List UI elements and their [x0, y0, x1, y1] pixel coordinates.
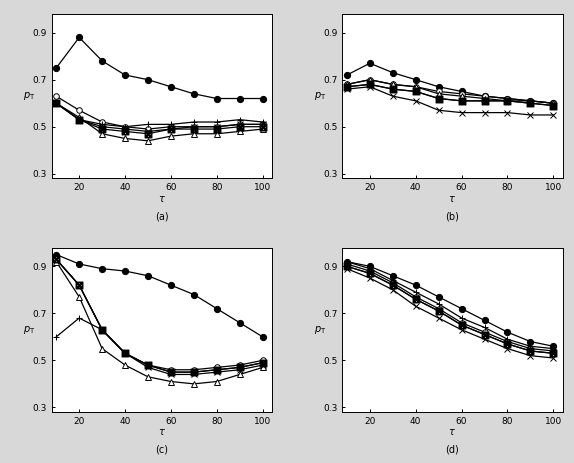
- X-axis label: $\tau$: $\tau$: [448, 194, 456, 204]
- X-axis label: $\tau$: $\tau$: [448, 427, 456, 438]
- Y-axis label: $p_{\rm T}$: $p_{\rm T}$: [314, 324, 327, 336]
- X-axis label: $\tau$: $\tau$: [158, 427, 166, 438]
- X-axis label: $\tau$: $\tau$: [158, 194, 166, 204]
- Text: (b): (b): [445, 211, 459, 221]
- Y-axis label: $p_{\rm T}$: $p_{\rm T}$: [24, 90, 36, 102]
- Text: (d): (d): [445, 445, 459, 455]
- Y-axis label: $p_{\rm T}$: $p_{\rm T}$: [314, 90, 327, 102]
- Y-axis label: $p_{\rm T}$: $p_{\rm T}$: [24, 324, 36, 336]
- Text: (c): (c): [155, 445, 168, 455]
- Text: (a): (a): [155, 211, 169, 221]
